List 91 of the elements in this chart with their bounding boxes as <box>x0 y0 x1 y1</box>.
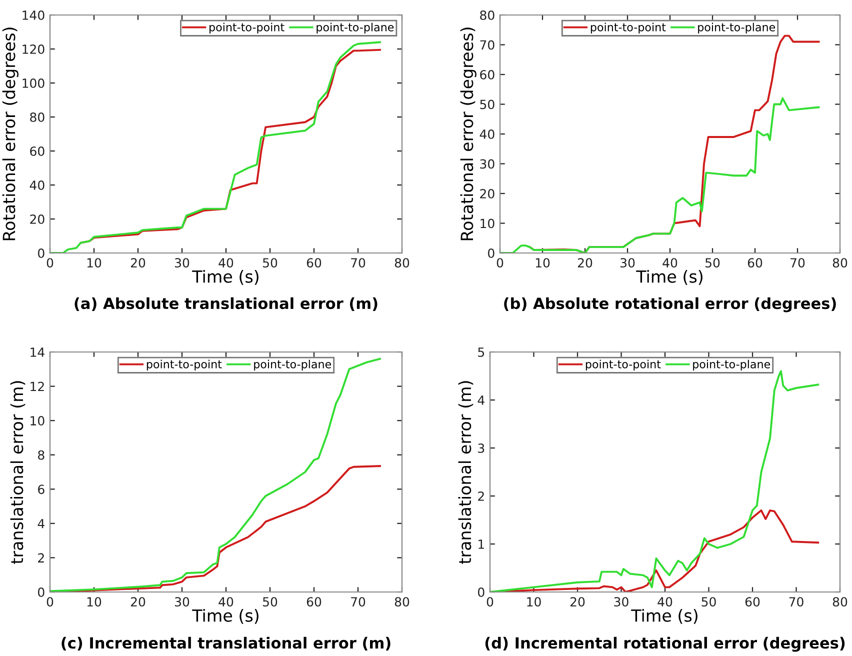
x-tick-label: 50 <box>702 597 716 607</box>
y-tick-label: 6 <box>38 484 44 494</box>
x-tick-label: 80 <box>394 258 410 268</box>
y-tick-label: 100 <box>22 78 44 88</box>
x-tick-label: 50 <box>706 258 720 268</box>
text: (c) Incremental translational error (m) <box>62 636 390 650</box>
x-tick-label: 40 <box>218 597 234 607</box>
x-tick-label: 30 <box>620 258 635 268</box>
legend-label: point-to-point <box>586 360 661 371</box>
x-tick-label: 60 <box>306 258 322 268</box>
x-tick-label: 20 <box>130 258 146 268</box>
line-series <box>490 370 820 592</box>
text: (d) Incremental rotational error (degrees) <box>485 636 845 652</box>
x-tick-label: 20 <box>578 258 592 268</box>
x-tick-label: 70 <box>790 258 805 268</box>
x-tick-label: 80 <box>394 597 410 607</box>
y-tick-label: 4 <box>478 396 484 405</box>
x-tick-label: 10 <box>87 258 102 268</box>
x-tick-label: 0 <box>46 597 54 607</box>
line-series <box>50 41 381 253</box>
y-tick-label: 60 <box>480 70 494 80</box>
x-tick-label: 80 <box>832 258 848 268</box>
x-tick-label: 30 <box>175 597 190 607</box>
line-series <box>500 97 820 253</box>
x-axis-title: Time (s) <box>192 270 258 285</box>
y-tick-label: 0 <box>478 587 484 597</box>
y-tick-label: 12 <box>30 382 44 392</box>
y-tick-label: 40 <box>30 180 44 190</box>
y-tick-label: 1 <box>478 540 484 549</box>
x-tick-label: 30 <box>614 597 628 607</box>
x-tick-label: 60 <box>748 258 762 268</box>
y-tick-label: 50 <box>480 100 494 110</box>
y-tick-label: 30 <box>480 159 494 169</box>
y-tick-label: 2 <box>478 491 484 501</box>
legend-label: point-to-plane <box>254 360 332 371</box>
x-axis-title: Time (s) <box>636 270 702 285</box>
y-tick-label: 80 <box>480 10 494 20</box>
y-tick-label: 60 <box>30 146 44 156</box>
line-series <box>50 358 381 592</box>
x-tick-label: 0 <box>46 258 54 268</box>
y-tick-label: 14 <box>30 348 44 357</box>
x-tick-label: 10 <box>527 597 541 607</box>
x-tick-label: 80 <box>832 597 848 607</box>
y-tick-label: 10 <box>30 416 44 426</box>
y-tick-label: 20 <box>480 188 494 198</box>
x-tick-label: 40 <box>662 258 678 268</box>
x-tick-label: 40 <box>218 258 234 268</box>
x-tick-label: 50 <box>263 597 278 607</box>
y-tick-label: 20 <box>30 214 44 224</box>
x-tick-label: 60 <box>306 597 322 607</box>
x-tick-label: 70 <box>351 258 366 268</box>
y-tick-label: 40 <box>480 129 494 139</box>
x-tick-label: 20 <box>570 597 585 607</box>
line-series <box>80 48 381 244</box>
y-tick-label: 3 <box>478 443 484 453</box>
y-tick-label: 80 <box>30 112 44 122</box>
y-tick-label: 70 <box>480 40 494 50</box>
text: (a) Absolute translational error (m) <box>74 297 378 311</box>
y-tick-label: 120 <box>22 44 44 54</box>
x-tick-label: 60 <box>745 597 760 607</box>
y-tick-label: 0 <box>488 248 494 258</box>
y-tick-label: 2 <box>38 553 44 562</box>
text: (b) Absolute rotational error (degrees) <box>504 297 836 312</box>
x-tick-label: 70 <box>789 597 804 607</box>
x-axis-title: Time (s) <box>631 608 698 624</box>
x-tick-label: 50 <box>263 258 278 268</box>
x-tick-label: 20 <box>130 597 146 607</box>
y-axis-title: translational error (m) <box>10 381 26 564</box>
legend-label: point-to-plane <box>693 360 770 371</box>
x-tick-label: 40 <box>658 597 672 607</box>
legend-label: point-to-point <box>590 22 666 34</box>
x-axis-title: Time (s) <box>192 608 258 624</box>
legend-label: point-to-plane <box>316 22 394 34</box>
y-axis-title: Rotational error (degrees) <box>2 28 18 240</box>
x-tick-label: 10 <box>536 258 550 268</box>
y-tick-label: 4 <box>38 519 44 528</box>
y-tick-label: 0 <box>38 248 44 258</box>
y-tick-label: 10 <box>480 218 494 228</box>
y-tick-label: 140 <box>22 10 44 20</box>
y-axis-title: Rotational error (degrees) <box>460 28 476 240</box>
legend-label: point-to-point <box>210 22 284 34</box>
y-tick-label: 8 <box>38 450 44 460</box>
x-tick-label: 10 <box>87 597 102 607</box>
y-axis-title: translational error (m) <box>458 381 474 564</box>
y-tick-label: 0 <box>38 587 44 597</box>
x-tick-label: 70 <box>351 597 366 607</box>
x-tick-label: 0 <box>496 258 504 268</box>
legend-label: point-to-plane <box>698 22 776 34</box>
x-tick-label: 30 <box>175 258 190 268</box>
y-tick-label: 5 <box>478 348 484 357</box>
legend-label: point-to-point <box>146 360 222 371</box>
